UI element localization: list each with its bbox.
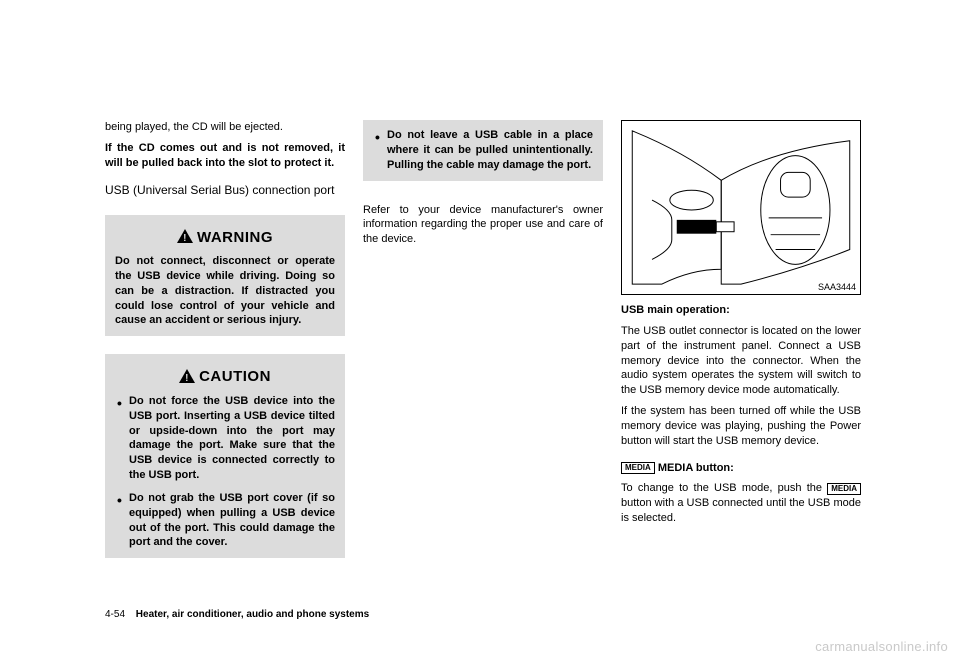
section-title: Heater, air conditioner, audio and phone… <box>136 609 369 620</box>
text-cd-protect: If the CD comes out and is not removed, … <box>105 141 345 171</box>
text-media-p1: To change to the USB mode, push the MEDI… <box>621 481 861 526</box>
warning-title: ! WARNING <box>115 223 335 255</box>
spacer <box>363 189 603 203</box>
page-footer: 4-54 Heater, air conditioner, audio and … <box>105 609 369 620</box>
caution-box-2: Do not leave a USB cable in a place wher… <box>363 120 603 181</box>
svg-text:!: ! <box>185 373 189 383</box>
caution-item: Do not grab the USB port cover (if so eq… <box>115 491 335 550</box>
warning-box: ! WARNING Do not connect, disconnect or … <box>105 215 345 337</box>
media-icon: MEDIA <box>827 483 861 495</box>
heading-usb-main: USB main operation: <box>621 303 861 318</box>
caution-list-2: Do not leave a USB cable in a place wher… <box>373 128 593 173</box>
media-p1b: button with a USB connected until the US… <box>621 497 861 524</box>
caution-box-1: ! CAUTION Do not force the USB device in… <box>105 354 345 558</box>
caution-list-1: Do not force the USB device into the USB… <box>115 394 335 550</box>
svg-text:!: ! <box>183 233 187 243</box>
page-number: 4-54 <box>105 609 125 620</box>
manual-page: being played, the CD will be ejected. If… <box>105 120 865 566</box>
column-1: being played, the CD will be ejected. If… <box>105 120 345 566</box>
column-2: Do not leave a USB cable in a place wher… <box>363 120 603 566</box>
column-3: SAA3444 USB main operation: The USB outl… <box>621 120 861 566</box>
warning-label: WARNING <box>197 229 273 246</box>
media-p1a: To change to the USB mode, push the <box>621 482 827 494</box>
text-cd-eject: being played, the CD will be ejected. <box>105 120 345 135</box>
figure-usb-port: SAA3444 <box>621 120 861 295</box>
figure-label: SAA3444 <box>818 282 856 292</box>
watermark: carmanualsonline.info <box>815 639 948 654</box>
usb-diagram-icon <box>622 121 860 294</box>
caution-label-1: CAUTION <box>199 368 271 385</box>
caution-icon: ! <box>179 369 195 386</box>
caution-item: Do not force the USB device into the USB… <box>115 394 335 483</box>
caution-title-1: ! CAUTION <box>115 362 335 394</box>
heading-usb-port: USB (Universal Serial Bus) connection po… <box>105 183 345 197</box>
text-usb-p1: The USB outlet connector is located on t… <box>621 324 861 398</box>
caution-item: Do not leave a USB cable in a place wher… <box>373 128 593 173</box>
media-heading-text: MEDIA button: <box>655 462 734 474</box>
text-usb-p2: If the system has been turned off while … <box>621 404 861 449</box>
media-icon: MEDIA <box>621 462 655 474</box>
heading-media-button: MEDIA MEDIA button: <box>621 461 861 476</box>
text-refer-manufacturer: Refer to your device manufacturer's owne… <box>363 203 603 248</box>
warning-body: Do not connect, disconnect or operate th… <box>115 254 335 328</box>
warning-icon: ! <box>177 229 193 246</box>
